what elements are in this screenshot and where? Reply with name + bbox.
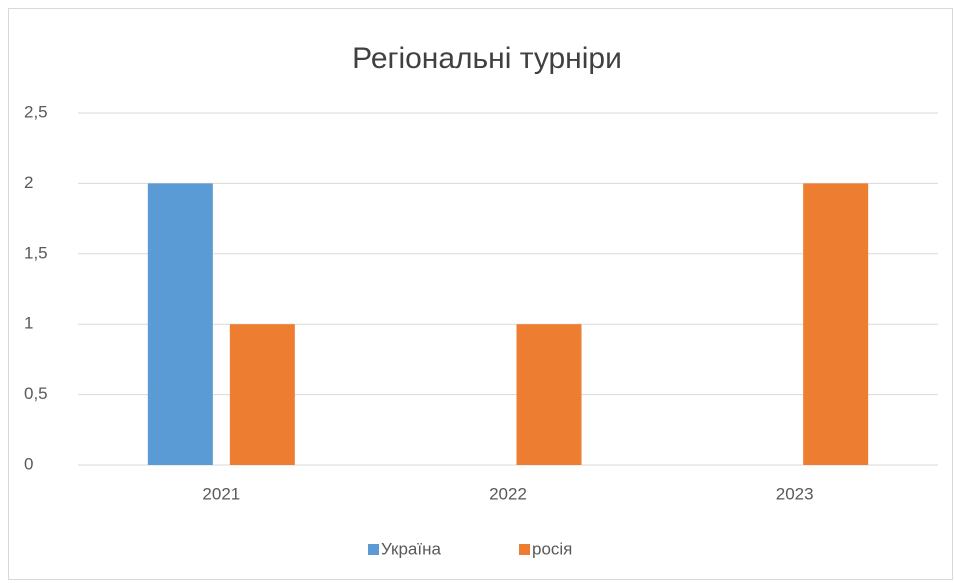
- y-tick-label: 2: [24, 173, 33, 192]
- y-tick-label: 1,5: [24, 243, 48, 262]
- y-tick-label: 0: [24, 454, 33, 473]
- bar: [229, 324, 295, 465]
- legend-label: Україна: [381, 539, 441, 558]
- bar: [147, 183, 213, 465]
- x-tick-label: 2021: [202, 484, 240, 503]
- x-tick-label: 2023: [776, 484, 814, 503]
- bar: [803, 183, 869, 465]
- y-tick-label: 0,5: [24, 384, 48, 403]
- bar: [516, 324, 582, 465]
- x-tick-label: 2022: [489, 484, 527, 503]
- legend-swatch: [519, 544, 530, 555]
- legend-label: росія: [532, 539, 572, 558]
- legend-swatch: [368, 544, 379, 555]
- y-tick-label: 1: [24, 314, 33, 333]
- y-tick-label: 2,5: [24, 102, 48, 121]
- chart-title: Регіональні турніри: [352, 42, 622, 75]
